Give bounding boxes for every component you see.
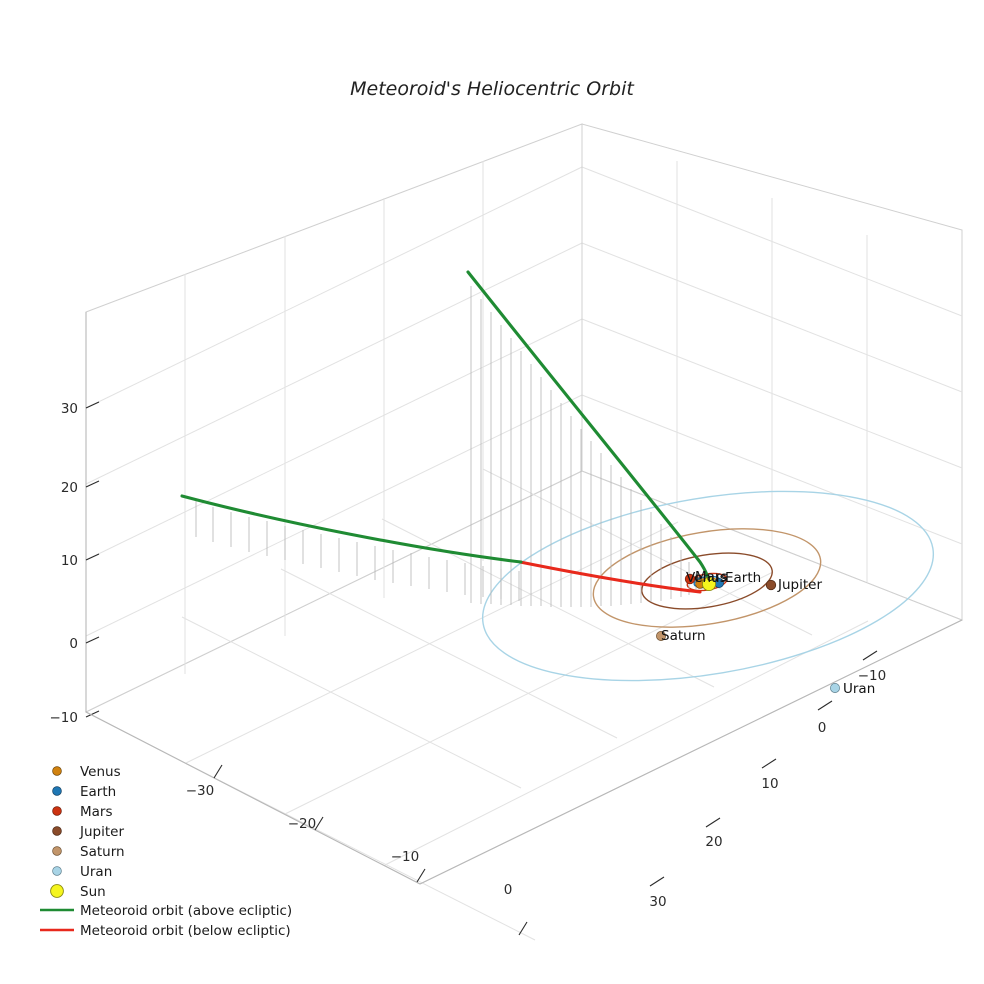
z-tick-label: −10 xyxy=(50,710,79,726)
marker-jupiter[interactable] xyxy=(765,579,777,591)
floor-pane xyxy=(84,470,964,885)
legend-marker-earth xyxy=(52,786,62,796)
legend-marker-uran xyxy=(52,866,62,876)
body-label-mars: Mars xyxy=(695,569,728,585)
legend-marker-venus xyxy=(52,766,62,776)
y-axis-line xyxy=(419,619,963,885)
orbit-uran xyxy=(481,490,935,682)
z-tick-label: 20 xyxy=(61,480,78,496)
left-wall-pane xyxy=(85,123,583,713)
x-tick-label: 0 xyxy=(504,882,513,898)
legend-marker-jupiter xyxy=(52,826,62,836)
legend-label-jupiter[interactable]: Jupiter xyxy=(79,824,124,840)
legend-label-venus[interactable]: Venus xyxy=(80,764,121,780)
page-title: Meteoroid's Heliocentric Orbit xyxy=(350,78,635,100)
orbit-saturn xyxy=(592,528,822,628)
body-label-uran: Uran xyxy=(843,681,875,697)
marker-sun[interactable] xyxy=(701,576,717,592)
axes-panes xyxy=(84,123,964,941)
body-labels: Venus Earth Mars Jupiter Saturn Uran xyxy=(661,569,875,697)
z-axis-ticks xyxy=(85,401,100,718)
meteoroid-trajectory xyxy=(180,270,711,594)
legend-label-saturn[interactable]: Saturn xyxy=(80,844,125,860)
z-axis: −10 0 10 20 30 xyxy=(50,312,100,726)
body-label-venus: Venus xyxy=(686,570,727,586)
right-wall-grid-vertical xyxy=(676,161,868,582)
orbit-jupiter xyxy=(641,552,773,610)
x-tick-label: −20 xyxy=(288,816,317,832)
floor-grid-y xyxy=(181,468,813,941)
marker-uran[interactable] xyxy=(830,683,840,693)
left-wall-grid-vertical xyxy=(184,161,484,674)
floor-grid-x xyxy=(185,521,869,866)
left-wall-grid-horizontal xyxy=(85,166,583,637)
legend-label-earth[interactable]: Earth xyxy=(80,784,116,800)
legend-label-above-ecliptic[interactable]: Meteoroid orbit (above ecliptic) xyxy=(80,903,292,919)
z-tick-label: 10 xyxy=(61,553,78,569)
x-tick-label: −30 xyxy=(186,783,215,799)
x-axis-line xyxy=(85,711,421,885)
legend-marker-saturn xyxy=(52,846,62,856)
x-tick-label: −10 xyxy=(391,849,420,865)
body-label-saturn: Saturn xyxy=(661,628,706,644)
legend-marker-mars xyxy=(52,806,62,816)
legend-label-sun[interactable]: Sun xyxy=(80,884,106,900)
body-markers xyxy=(656,573,840,693)
y-tick-label: 0 xyxy=(818,720,827,736)
z-tick-label: 0 xyxy=(69,636,78,652)
trajectory-above-ecliptic-outbound xyxy=(180,494,523,564)
legend-label-mars[interactable]: Mars xyxy=(80,804,113,820)
marker-mars[interactable] xyxy=(684,573,696,585)
body-label-jupiter: Jupiter xyxy=(777,577,822,593)
trajectory-above-ecliptic-incoming xyxy=(466,270,711,590)
y-tick-label: −10 xyxy=(858,668,887,684)
legend-marker-sun xyxy=(50,884,64,898)
legend-label-uran[interactable]: Uran xyxy=(80,864,112,880)
y-axis: 30 20 10 0 −10 xyxy=(419,619,963,910)
y-tick-label: 30 xyxy=(649,894,666,910)
z-tick-label: 30 xyxy=(61,401,78,417)
trajectory-below-ecliptic xyxy=(518,560,702,594)
x-axis: −30 −20 −10 0 xyxy=(85,711,528,936)
x-axis-ticks xyxy=(213,764,528,936)
legend: Venus Earth Mars Jupiter Saturn Uran Sun… xyxy=(40,764,292,939)
y-tick-label: 20 xyxy=(705,834,722,850)
right-wall-grid-horizontal xyxy=(581,166,963,545)
y-axis-ticks xyxy=(649,650,878,887)
marker-saturn[interactable] xyxy=(656,631,666,641)
body-label-earth: Earth xyxy=(725,570,761,586)
y-tick-label: 10 xyxy=(761,776,778,792)
legend-label-below-ecliptic[interactable]: Meteoroid orbit (below ecliptic) xyxy=(80,923,291,939)
